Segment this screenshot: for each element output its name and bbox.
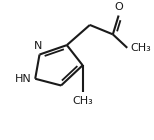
Text: CH₃: CH₃: [72, 96, 93, 106]
Text: N: N: [34, 41, 42, 51]
Text: O: O: [114, 2, 123, 12]
Text: HN: HN: [15, 74, 32, 84]
Text: CH₃: CH₃: [130, 43, 151, 53]
